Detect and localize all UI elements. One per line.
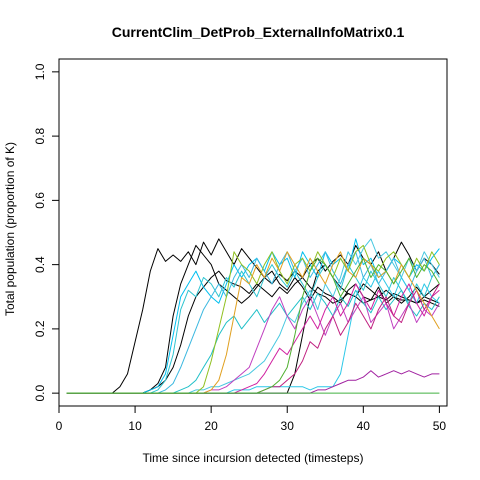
y-tick-label: 0.0 — [33, 384, 47, 401]
series-line-1 — [66, 238, 440, 394]
y-tick-label: 0.4 — [33, 256, 47, 273]
x-tick-label: 30 — [281, 419, 295, 433]
x-tick-label: 10 — [128, 419, 142, 433]
y-axis: 0.0 0.2 0.4 0.6 0.8 1.0 — [33, 63, 60, 401]
x-tick-label: 0 — [56, 419, 63, 433]
series-layer — [66, 238, 440, 394]
y-tick-label: 0.2 — [33, 320, 47, 337]
series-line-13 — [66, 283, 440, 394]
x-tick-label: 40 — [357, 419, 371, 433]
x-axis: 0 10 20 30 40 50 — [56, 405, 447, 433]
series-line-6 — [66, 264, 440, 394]
y-tick-label: 0.8 — [33, 127, 47, 144]
x-tick-label: 20 — [204, 419, 218, 433]
plot-area-frame — [58, 58, 448, 407]
y-axis-label: Total population (proportion of K) — [3, 142, 17, 316]
x-tick-label: 50 — [433, 419, 447, 433]
series-line-11 — [66, 296, 440, 394]
series-line-4 — [66, 264, 440, 394]
x-axis-label: Time since incursion detected (timesteps… — [143, 451, 364, 465]
series-line-16 — [66, 251, 440, 394]
chart-title: CurrentClim_DetProb_ExternalInfoMatrix0.… — [112, 24, 405, 40]
y-tick-label: 0.6 — [33, 192, 47, 209]
y-tick-label: 1.0 — [33, 63, 47, 80]
